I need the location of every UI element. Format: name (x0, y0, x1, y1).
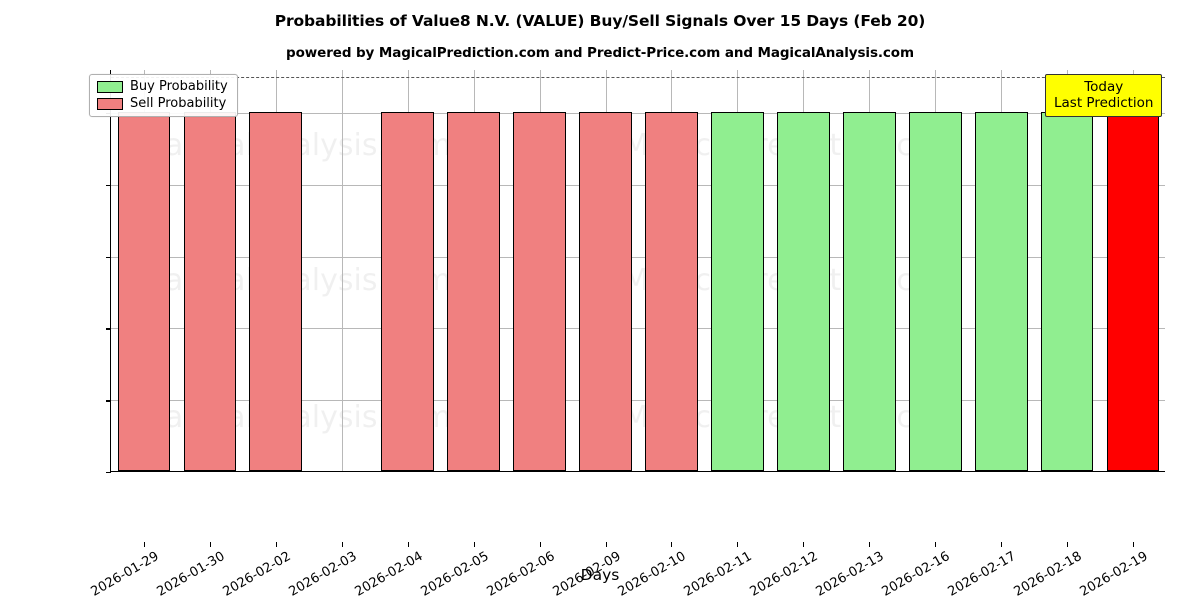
legend-swatch-sell-icon (97, 97, 123, 110)
bar-2026-02-06-sell[interactable] (513, 112, 566, 471)
x-tick-mark (408, 542, 410, 547)
bar-2026-02-09-sell[interactable] (579, 112, 632, 471)
bar-2026-02-13-buy[interactable] (842, 112, 896, 471)
y-tick-mark (106, 472, 111, 474)
x-tick-mark (737, 542, 739, 547)
today-annotation: Today Last Prediction (1045, 74, 1163, 118)
legend-item-buy: Buy Probability (97, 80, 228, 93)
gridline-horizontal (111, 256, 1165, 258)
reference-line (111, 77, 1165, 79)
x-tick-mark (935, 542, 937, 547)
bar-2026-02-18-buy[interactable] (1040, 112, 1094, 471)
bar-2026-01-29-sell[interactable] (117, 112, 171, 471)
x-tick-mark (671, 542, 673, 547)
x-tick-mark (540, 542, 542, 547)
y-tick-mark (106, 328, 111, 330)
bar-2026-01-30-sell[interactable] (183, 112, 237, 471)
x-tick-mark (1133, 542, 1135, 547)
x-tick-mark (869, 542, 871, 547)
x-tick-mark (803, 542, 805, 547)
bar-2026-02-02-sell[interactable] (249, 112, 303, 471)
bar-2026-02-11-buy[interactable] (711, 112, 764, 471)
bar-2026-02-10-sell[interactable] (645, 112, 698, 471)
x-axis-label: Days (580, 566, 620, 584)
bar-2026-02-05-sell[interactable] (447, 112, 501, 471)
x-tick-mark (1067, 542, 1069, 547)
today-annotation-line1: Today (1084, 79, 1124, 95)
gridline-horizontal (111, 184, 1165, 186)
x-tick-mark (210, 542, 212, 547)
gridline-horizontal (111, 113, 1165, 115)
page-title: Probabilities of Value8 N.V. (VALUE) Buy… (274, 12, 926, 30)
legend-label-sell: Sell Probability (130, 96, 227, 111)
x-tick-mark (342, 542, 344, 547)
today-annotation-line2: Last Prediction (1054, 95, 1154, 112)
gridline-horizontal (111, 400, 1165, 402)
y-tick-mark (106, 184, 111, 187)
bar-2026-02-17-buy[interactable] (974, 112, 1028, 471)
x-tick-mark (606, 542, 608, 547)
x-tick-mark (276, 542, 278, 547)
bar-2026-02-19-today[interactable] (1106, 112, 1160, 471)
plot-inner: MagicalAnalysis.comMagicalPrediction.com… (111, 70, 1165, 471)
legend-label-buy: Buy Probability (130, 79, 228, 94)
x-tick-mark (144, 542, 146, 547)
x-tick-mark (474, 542, 476, 547)
gridline-vertical (342, 70, 343, 471)
chart-subtitle: powered by MagicalPrediction.com and Pre… (286, 45, 914, 61)
y-tick-mark (106, 400, 111, 402)
y-tick-mark (106, 256, 111, 258)
legend-item-sell: Sell Probability (97, 97, 228, 110)
bar-2026-02-12-buy[interactable] (776, 112, 830, 471)
x-tick-mark (1001, 542, 1003, 547)
bar-2026-02-04-sell[interactable] (381, 112, 435, 471)
bar-2026-02-16-buy[interactable] (908, 112, 962, 471)
chart-legend: Buy Probability Sell Probability (89, 74, 238, 117)
legend-swatch-buy-icon (97, 80, 123, 93)
gridline-horizontal (111, 328, 1165, 330)
plot-area: MagicalAnalysis.comMagicalPrediction.com… (89, 70, 1165, 600)
